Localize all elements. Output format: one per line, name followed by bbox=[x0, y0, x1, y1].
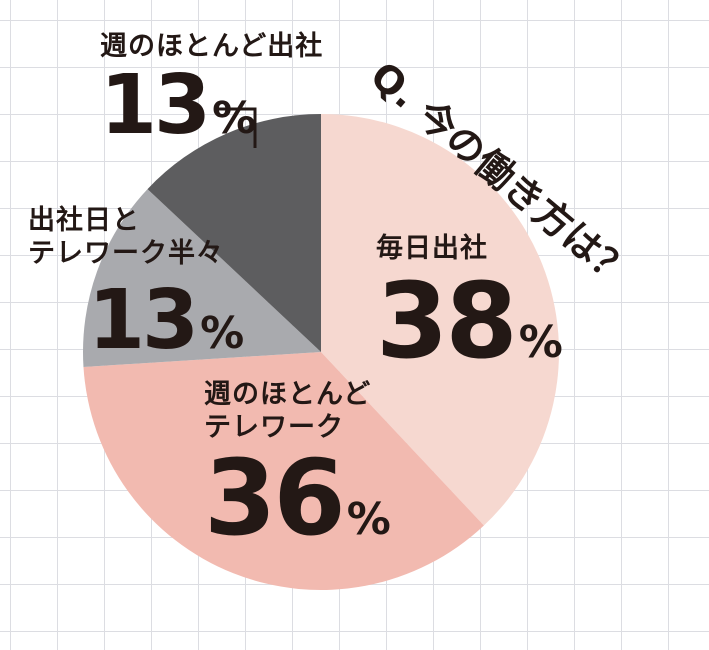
percent-value: 36% bbox=[204, 446, 391, 550]
percent-unit: % bbox=[518, 317, 563, 368]
category-label-line1: 週のほとんど bbox=[204, 379, 372, 410]
slice-label-half-half: 出社日と テレワーク半々 13% bbox=[28, 204, 244, 362]
percent-unit: % bbox=[212, 93, 257, 144]
percent-number: 38 bbox=[376, 260, 518, 382]
pie-slice-half-half bbox=[83, 189, 321, 367]
percent-unit: % bbox=[200, 308, 245, 359]
slice-label-daily-office: 毎日出社 38% bbox=[376, 232, 563, 373]
category-label: 週のほとんど出社 bbox=[100, 31, 324, 62]
percent-value: 13% bbox=[88, 280, 244, 362]
pie-slice-mostly-remote bbox=[83, 352, 484, 590]
category-label: 毎日出社 bbox=[376, 233, 488, 264]
percent-value: 13% bbox=[100, 65, 323, 147]
pie-slice-daily-office bbox=[321, 114, 559, 526]
category-label-line2: テレワーク半々 bbox=[28, 238, 224, 269]
percent-number: 36 bbox=[204, 437, 346, 559]
leader-line bbox=[218, 107, 257, 148]
pie-slice-mostly-office bbox=[147, 114, 321, 352]
percent-value: 38% bbox=[376, 269, 563, 373]
slice-label-mostly-office: 週のほとんど出社 13% bbox=[100, 30, 323, 147]
percent-number: 13 bbox=[100, 58, 211, 153]
category-label-line1: 出社日と bbox=[28, 205, 140, 236]
percent-unit: % bbox=[346, 494, 391, 545]
slice-label-mostly-remote: 週のほとんど テレワーク 36% bbox=[204, 378, 391, 550]
category-label-line2: テレワーク bbox=[204, 412, 344, 443]
percent-number: 13 bbox=[88, 273, 199, 368]
